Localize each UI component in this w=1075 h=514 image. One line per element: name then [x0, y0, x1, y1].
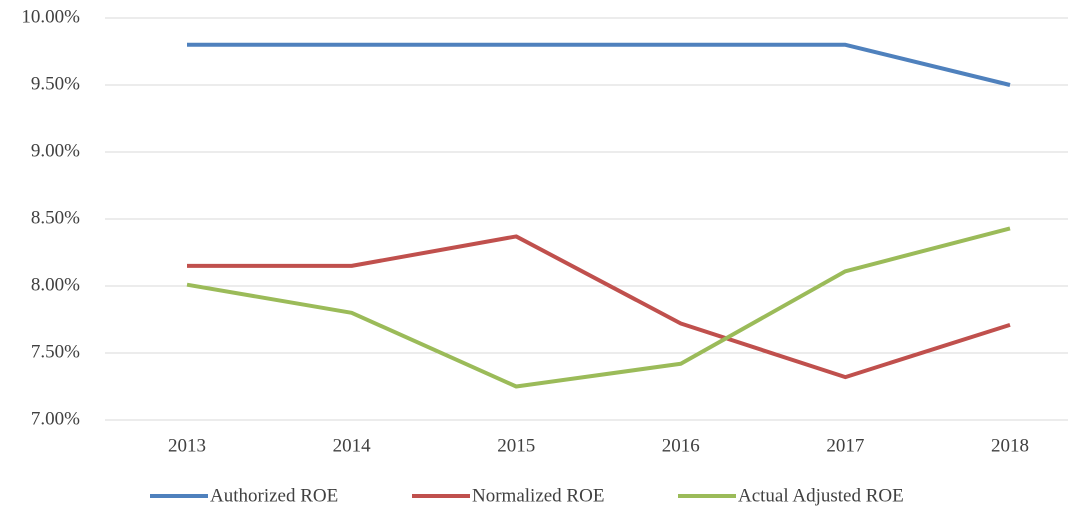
series-line	[187, 234, 1011, 380]
y-tick-label: 10.00%	[21, 6, 80, 27]
y-tick-label: 9.50%	[31, 73, 80, 94]
x-tick-label: 2017	[826, 435, 864, 456]
legend-label: Actual Adjusted ROE	[738, 485, 904, 506]
x-tick-label: 2013	[168, 435, 206, 456]
series-line	[186, 226, 1011, 389]
legend-label: Normalized ROE	[472, 485, 604, 506]
y-tick-label: 8.50%	[31, 207, 80, 228]
x-tick-label: 2014	[333, 435, 372, 456]
x-tick-label: 2018	[991, 435, 1029, 456]
x-tick-label: 2016	[662, 435, 700, 456]
y-tick-label: 7.00%	[31, 408, 80, 429]
y-tick-label: 8.00%	[31, 274, 80, 295]
y-tick-label: 9.00%	[31, 140, 80, 161]
series-line	[187, 42, 1011, 87]
x-tick-label: 2015	[497, 435, 535, 456]
y-tick-label: 7.50%	[31, 341, 80, 362]
legend-label: Authorized ROE	[210, 485, 338, 506]
